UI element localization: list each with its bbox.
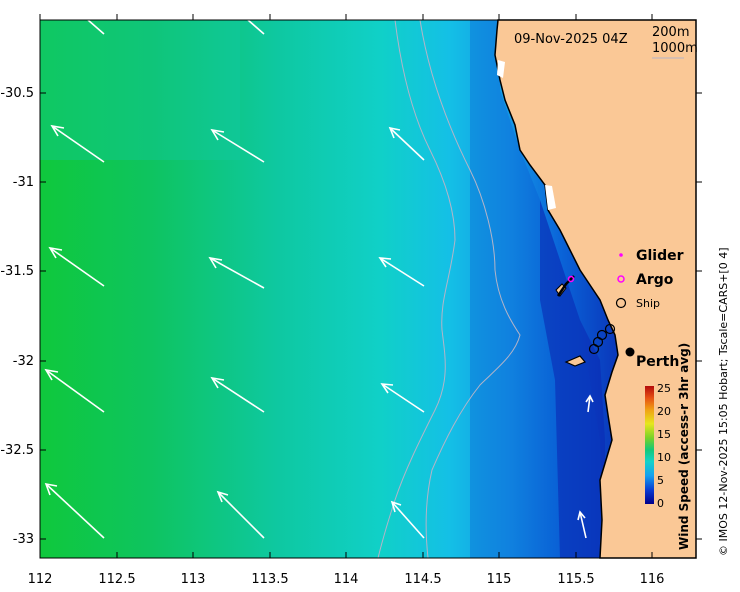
colorbar-tick: 20 (657, 405, 671, 418)
wind-arrow (48, 246, 105, 287)
y-tick-label: -33 (13, 532, 34, 547)
plot-frame (39, 19, 697, 559)
y-tick-label: -30.5 (0, 86, 34, 101)
x-tick-label: 114 (334, 572, 359, 587)
wind-arrow (390, 500, 425, 539)
argo-legend-label: Argo (636, 272, 674, 288)
x-axis (39, 14, 653, 558)
wind-arrow (44, 482, 105, 539)
y-tick-label: -31.5 (0, 264, 34, 279)
wind-arrow (50, 124, 105, 163)
x-axis-labels: 112 112.5 113 113.5 114 114.5 115 115.5 … (28, 572, 665, 587)
wind-arrow (247, 19, 265, 35)
contour-label-1000m: 1000m (652, 41, 698, 56)
perth-marker (625, 347, 635, 357)
x-tick-label: 115 (487, 572, 512, 587)
colorbar-tick: 0 (657, 497, 664, 510)
wind-arrow (210, 376, 265, 413)
date-label: 09-Nov-2025 04Z (514, 32, 628, 47)
wind-arrows (44, 19, 594, 539)
wind-arrow (216, 490, 265, 539)
wind-arrow (378, 257, 425, 287)
x-tick-label: 112 (28, 572, 53, 587)
colorbar-scale (645, 386, 654, 504)
perth-label: Perth (636, 354, 679, 370)
y-axis-labels: -30.5 -31 -31.5 -32 -32.5 -33 (0, 86, 34, 547)
x-tick-label: 115.5 (557, 572, 594, 587)
x-tick-label: 116 (640, 572, 665, 587)
y-tick-label: -31 (13, 175, 34, 190)
ship-legend-label: Ship (636, 297, 660, 310)
colorbar-title: Wind Speed (access-r 3hr avg) (677, 343, 691, 550)
argo-track (556, 275, 575, 297)
wind-arrow (380, 383, 425, 413)
x-tick-label: 113 (181, 572, 206, 587)
colorbar-tick: 25 (657, 382, 671, 395)
colorbar-tick: 15 (657, 428, 671, 441)
contour-label-200m: 200m (652, 25, 689, 40)
x-tick-label: 114.5 (404, 572, 441, 587)
y-tick-label: -32.5 (0, 443, 34, 458)
ship-legend-marker (615, 297, 627, 309)
glider-legend-label: Glider (636, 248, 684, 264)
legend: Glider Argo Ship (615, 248, 684, 310)
wind-arrow (388, 126, 425, 161)
colorbar-tick: 5 (657, 474, 664, 487)
credit-text: © IMOS 12-Nov-2025 15:05 Hobart; Tscale=… (717, 247, 730, 556)
bathymetry-contours (377, 20, 521, 558)
wind-arrow (210, 128, 265, 163)
colorbar-tick: 10 (657, 451, 671, 464)
wind-arrow (585, 394, 594, 413)
y-axis (40, 92, 702, 540)
argo-legend-marker (617, 275, 625, 283)
wind-arrow (87, 19, 105, 35)
ship-markers (588, 323, 616, 355)
x-tick-label: 113.5 (251, 572, 288, 587)
y-tick-label: -32 (13, 354, 34, 369)
wind-arrow (577, 510, 587, 539)
wind-arrow (44, 368, 105, 413)
glider-legend-marker (619, 253, 623, 257)
x-tick-label: 112.5 (98, 572, 135, 587)
wind-arrow (208, 256, 265, 289)
colorbar: 0 5 10 15 20 25 Wind Speed (access-r 3hr… (645, 343, 691, 550)
